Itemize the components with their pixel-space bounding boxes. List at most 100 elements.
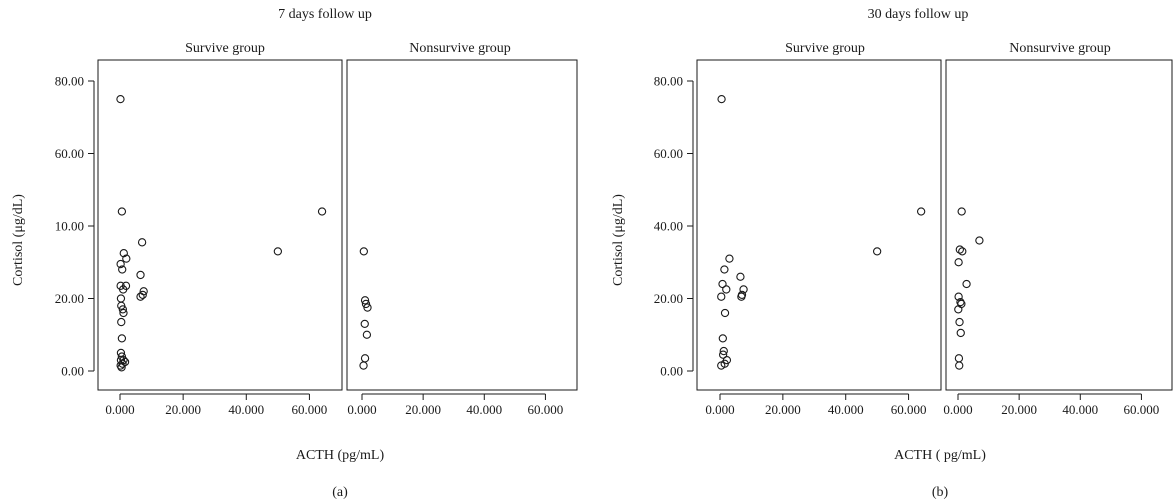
figure-b-panel1-data-point xyxy=(717,94,726,104)
figure-a-panel1-data-point xyxy=(273,247,283,256)
figure-a-y-tick-label: 0.00 xyxy=(61,364,84,379)
figure-b-caption: (b) xyxy=(932,485,949,500)
figure-b-panel2-frame xyxy=(945,59,1173,391)
figure-b-panel1-data-point xyxy=(722,285,731,294)
figure-a-panel1-x-tick-label: 60.000 xyxy=(292,402,328,417)
figure-b-y-tick-label: 0.00 xyxy=(660,364,683,379)
figure-b-panel2-data-point xyxy=(957,207,966,216)
figure-b-panel1-data-point xyxy=(736,272,745,281)
figure-a-y-tick-label: 80.00 xyxy=(55,74,84,89)
figure-a-panel1-data-point xyxy=(317,207,327,216)
figure-a-panel1-data-point xyxy=(118,305,127,314)
figure-b-panel1-data-point xyxy=(725,254,734,263)
figure-b-panel1-x-tick-label: 20.000 xyxy=(765,402,801,417)
figure-a-panel1-data-point xyxy=(116,294,126,303)
figure-a-panel2-label: Nonsurvive group xyxy=(409,41,511,56)
figure-b-panel2-data-point xyxy=(954,258,963,267)
figure-b-panel1-data-point xyxy=(718,279,727,289)
figure-b-panel2-data-point xyxy=(975,236,984,245)
figure-a-panel2-x-tick-label: 60.000 xyxy=(528,402,564,417)
figure-b-panel2-data-point xyxy=(956,328,965,338)
figure-b-y-tick-label: 20.00 xyxy=(654,291,683,306)
figure-b-y-tick-label: 80.00 xyxy=(654,74,683,89)
figure-b-panel2-data-point xyxy=(958,247,967,256)
figure-b-panel2-data-point xyxy=(955,245,964,254)
figure-b-panel1-frame xyxy=(696,59,942,391)
figure-b-panel1-data-point xyxy=(739,285,748,294)
figure-b-panel1-data-point xyxy=(737,292,746,301)
figure-a-caption: (a) xyxy=(332,485,348,500)
figure-b-panel1-label: Survive group xyxy=(785,41,865,56)
figure-b-panel1-data-point xyxy=(718,350,728,359)
figure-a-panel2-frame xyxy=(346,59,578,391)
figure-b-panel2-data-point xyxy=(954,292,963,301)
figure-b-panel1-data-point xyxy=(872,247,882,256)
figure-a-panel1-data-point xyxy=(117,207,127,216)
figure-a-panel1-data-point xyxy=(119,308,128,318)
figure-a-panel1-data-point xyxy=(116,259,125,269)
figure-a-panel1-data-point xyxy=(122,254,131,263)
figure-a-panel1-frame xyxy=(97,59,343,391)
figure-b-panel2-data-point xyxy=(955,361,964,370)
figure-a-panel1-data-point xyxy=(119,285,128,294)
figure-b-panel1-x-tick-label: 60.000 xyxy=(891,402,927,417)
figure-a-panel2-data-point xyxy=(360,354,370,363)
figure-a-panel2-x-tick-label: 20.000 xyxy=(405,402,441,417)
figure-b-panel1-data-point xyxy=(719,346,728,356)
figure-b-y-tick-label: 40.00 xyxy=(654,219,683,234)
figure-b-panel2-data-point xyxy=(954,305,963,314)
figure-a-panel1-data-point xyxy=(118,265,127,274)
figure-a-panel1-x-tick-label: 0.000 xyxy=(105,402,134,417)
figure-a-panel2-data-point xyxy=(359,361,368,370)
figure-a-panel1-data-point xyxy=(117,334,127,343)
figure-a-panel1-label: Survive group xyxy=(185,41,265,56)
figure-a-panel1-data-point xyxy=(118,359,127,368)
figure-a-panel2-data-point xyxy=(363,303,372,312)
figure-b-panel2-data-point xyxy=(954,354,964,363)
figure-b-y-tick-label: 60.00 xyxy=(654,146,683,161)
figure-b-panel2-label: Nonsurvive group xyxy=(1009,41,1111,56)
figure-b-panel2-x-tick-label: 0.000 xyxy=(943,402,972,417)
figure-b-panel2-data-point xyxy=(962,279,971,289)
figure-a-panel1-data-point xyxy=(136,270,145,280)
figure-a-panel1-data-point xyxy=(137,238,147,247)
figure-a-panel1-x-tick-label: 20.000 xyxy=(165,402,201,417)
figure-a-panel1-data-point xyxy=(138,290,147,300)
figure-b-panel2-x-tick-label: 60.000 xyxy=(1124,402,1160,417)
figure-b-panel1-data-point xyxy=(720,308,730,318)
figure-b-panel1-data-point xyxy=(717,361,726,370)
figure-a-panel1-data-point xyxy=(116,94,125,104)
figure-a-title: 7 days follow up xyxy=(278,7,372,22)
figure-b-panel1-data-point xyxy=(717,292,726,301)
figure-a-panel1-x-tick-label: 40.000 xyxy=(228,402,264,417)
figure-a-y-tick-label: 20.00 xyxy=(55,291,84,306)
figure-a-panel1-data-point xyxy=(117,301,126,310)
figure-a-panel2-data-point xyxy=(360,319,369,329)
figure-a-x-axis-label: ACTH (pg/mL) xyxy=(296,448,385,463)
figure-a-marks: 0.00 20.00 10.00 60.00 80.00 0.000 20.000 40.00… xyxy=(55,74,564,418)
figure-a-panel2-x-tick-label: 40.000 xyxy=(466,402,502,417)
figure-b-panel2-data-point xyxy=(955,317,964,327)
figure-b-panel2-x-tick-label: 40.000 xyxy=(1062,402,1098,417)
figure-a-panel2-data-point xyxy=(361,299,371,309)
figure-b-marks: 0.00 20.00 40.00 60.00 80.00 0.000 20.000 40.00… xyxy=(654,74,1160,418)
figure-b-panel1-x-tick-label: 40.000 xyxy=(828,402,864,417)
figure-a-panel2-data-point xyxy=(359,247,368,256)
figure-a-panel2-x-tick-label: 0.000 xyxy=(347,402,376,417)
figure-b-panel2-x-tick-label: 20.000 xyxy=(1001,402,1037,417)
figure-a-panel1-data-point xyxy=(117,317,126,327)
figure-b-title: 30 days follow up xyxy=(868,7,969,22)
figure-a-y-tick-label: 60.00 xyxy=(55,146,84,161)
figure-a-panel2-data-point xyxy=(360,296,370,305)
figure-a-y-axis-label: Cortisol (μg/dL) xyxy=(11,194,26,286)
figure-a-panel1-data-point xyxy=(117,363,126,372)
figure-a-y-tick-label: 10.00 xyxy=(55,219,84,234)
figure-b-y-axis-label: Cortisol (μg/dL) xyxy=(611,194,626,286)
figure-b-panel1-data-point xyxy=(718,334,727,343)
figure-b-x-axis-label: ACTH ( pg/mL) xyxy=(894,448,986,463)
figure-a-panel1-data-point xyxy=(119,249,128,258)
figure-b-panel1-data-point xyxy=(720,265,729,274)
figure-b-panel1-data-point xyxy=(916,207,926,216)
figure-a-panel2-data-point xyxy=(362,330,372,339)
